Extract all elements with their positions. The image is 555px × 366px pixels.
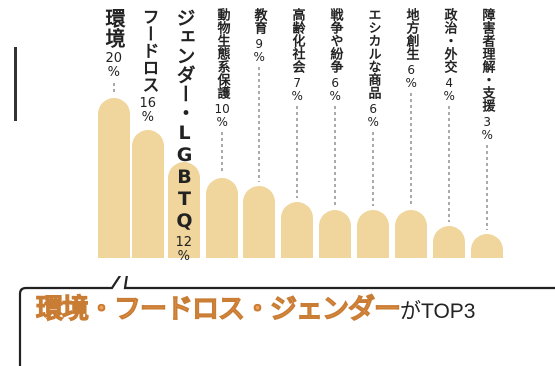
category-label-1: 環境 <box>102 8 126 48</box>
value-label-3: 12% <box>176 236 193 263</box>
headline: 環境・フードロス・ジェンダーがTOP3 <box>36 287 476 326</box>
value-number: 3 <box>483 115 492 129</box>
value-number: 7 <box>293 76 302 90</box>
bar-9 <box>395 210 427 258</box>
category-label-4: 動物生態系保護 <box>214 8 230 99</box>
category-label-11: 障害者理解・支援 <box>479 8 495 112</box>
value-unit: % <box>329 88 341 103</box>
value-label-6: 7% <box>292 77 303 102</box>
value-label-1: 20% <box>106 52 123 79</box>
category-label-5: 教育 <box>251 8 267 34</box>
value-unit: % <box>291 88 303 103</box>
callout-frame <box>18 276 555 366</box>
value-unit: % <box>216 114 228 129</box>
category-label-2: フードロス <box>138 8 159 93</box>
value-label-8: 6% <box>368 103 379 128</box>
bar-11 <box>471 234 503 258</box>
bar-4 <box>206 178 238 258</box>
value-unit: % <box>481 127 493 142</box>
value-label-7: 6% <box>330 77 341 102</box>
value-label-9: 6% <box>406 64 417 89</box>
category-label-7: 戦争や紛争 <box>327 8 343 73</box>
bar-5 <box>243 186 275 258</box>
value-unit: % <box>177 248 190 264</box>
bar-10 <box>433 226 465 258</box>
value-number: 4 <box>445 76 454 90</box>
value-label-4: 10% <box>215 103 230 128</box>
value-number: 20 <box>105 51 123 66</box>
value-label-5: 9% <box>254 38 265 63</box>
headline-suffix: がTOP3 <box>400 300 476 323</box>
value-number: 10 <box>214 102 230 116</box>
category-label-9: 地方創生 <box>403 8 419 60</box>
value-unit: % <box>141 109 154 125</box>
headline-main: 環境・フードロス・ジェンダー <box>36 294 402 326</box>
value-unit: % <box>443 88 455 103</box>
value-unit: % <box>405 75 417 90</box>
value-unit: % <box>107 64 120 80</box>
callout-border <box>18 276 555 366</box>
bar-chart <box>98 67 503 258</box>
value-unit: % <box>253 49 265 64</box>
bar-7 <box>319 210 351 258</box>
bar-6 <box>281 202 313 258</box>
category-label-6: 高齢化社会 <box>289 8 305 73</box>
value-number: 6 <box>407 63 416 77</box>
bar-3 <box>168 162 200 258</box>
category-label-8: エシカルな商品 <box>365 8 381 99</box>
category-label-10: 政治・外交 <box>441 8 457 73</box>
bar-1 <box>98 98 130 258</box>
value-label-11: 3% <box>482 116 493 141</box>
value-number: 9 <box>255 37 264 51</box>
value-number: 6 <box>331 76 340 90</box>
left-frame-mark <box>0 47 17 121</box>
value-number: 16 <box>139 96 157 111</box>
bars-group <box>98 98 503 258</box>
leader-lines-group <box>113 67 488 230</box>
bar-8 <box>357 210 389 258</box>
value-number: 6 <box>369 102 378 116</box>
value-label-2: 16% <box>140 97 157 124</box>
bar-2 <box>132 130 164 258</box>
value-label-10: 4% <box>444 77 455 102</box>
value-number: 12 <box>175 235 193 250</box>
value-unit: % <box>367 114 379 129</box>
category-label-3: ジェンダー・LGBTQ <box>173 8 196 232</box>
